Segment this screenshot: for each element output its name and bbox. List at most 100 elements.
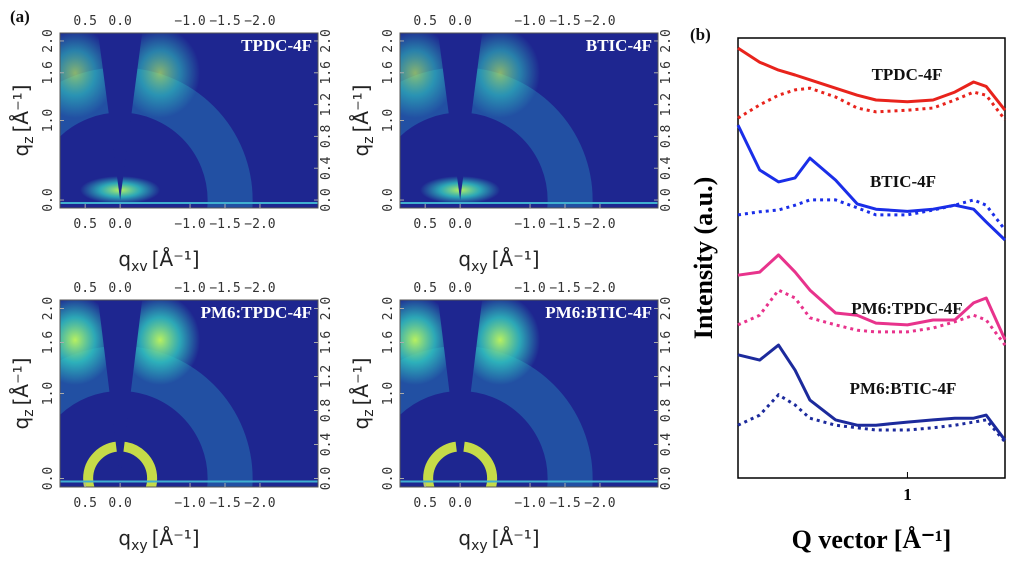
- y-tick-label: 1.0: [41, 382, 56, 405]
- y2-tick-label: 0.4: [659, 156, 674, 180]
- x-tick-label: −1.0: [514, 14, 545, 29]
- y-tick-label: 1.6: [381, 331, 396, 354]
- spot: [120, 33, 201, 118]
- x-tick-label: −1.5: [549, 496, 580, 511]
- y2-tick-label: 1.6: [319, 331, 334, 354]
- y2-tick-label: 1.2: [659, 365, 674, 388]
- x-tick-label: −1.5: [549, 281, 580, 296]
- profile-line-dotted: [737, 86, 1007, 121]
- profile-line-dotted: [737, 288, 1007, 346]
- axis-label-unit: [Å⁻¹]: [9, 85, 33, 133]
- x-tick-label: 0.5: [73, 217, 96, 232]
- y-tick-label: 0.0: [41, 188, 56, 211]
- x-axis-label: Q vector [Å⁻¹]: [792, 525, 952, 554]
- y-tick-label: 1.0: [41, 109, 56, 132]
- x-tick-label: 1: [903, 485, 912, 504]
- axis-label-unit: [Å⁻¹]: [152, 526, 200, 550]
- scattering: [60, 33, 318, 208]
- y-tick-label: 1.6: [381, 61, 396, 84]
- profile-line: [737, 253, 1007, 341]
- axis-label-unit: [Å⁻¹]: [152, 247, 200, 271]
- y-tick-label: 0.0: [41, 467, 56, 490]
- axis-label-base: q: [349, 144, 373, 157]
- y2-tick-label: 0.0: [319, 188, 334, 211]
- panel-title: PM6:TPDC-4F: [201, 303, 312, 322]
- axis-label: qz [Å⁻¹]: [349, 85, 377, 157]
- x-tick-label: 0.0: [448, 217, 471, 232]
- spot: [460, 300, 541, 385]
- panel-title: BTIC-4F: [586, 36, 652, 55]
- y2-tick-label: 2.0: [319, 297, 334, 320]
- wedge: [98, 33, 143, 201]
- axis-label-base: q: [349, 417, 373, 430]
- y2-tick-label: 2.0: [319, 29, 334, 52]
- axis-label-unit: [Å⁻¹]: [492, 526, 540, 550]
- x-tick-label: 0.0: [108, 496, 131, 511]
- y-tick-label: 1.0: [381, 109, 396, 132]
- x-tick-label: −1.5: [209, 281, 240, 296]
- x-tick-label: −2.0: [244, 281, 275, 296]
- x-tick-label: −1.5: [549, 14, 580, 29]
- axis-label-base: q: [9, 417, 33, 430]
- axis-label-unit: [Å⁻¹]: [9, 358, 33, 406]
- axis-label-sub: z: [21, 136, 37, 143]
- x-tick-label: −2.0: [584, 14, 615, 29]
- axis-label-sub: xy: [131, 538, 148, 554]
- x-tick-label: 0.5: [73, 281, 96, 296]
- wedge: [438, 33, 483, 201]
- axis-label-unit: [Å⁻¹]: [349, 358, 373, 406]
- y2-tick-label: 0.4: [319, 433, 334, 457]
- y2-tick-label: 0.8: [659, 399, 674, 422]
- axis-label-sub: z: [361, 409, 377, 416]
- axis-label-base: q: [118, 526, 131, 550]
- y2-tick-label: 1.6: [659, 61, 674, 84]
- profile-line: [736, 124, 1007, 242]
- panel-label: (a): [10, 7, 30, 26]
- scattering: [400, 33, 658, 208]
- x-tick-label: 0.0: [108, 217, 131, 232]
- scattering: [400, 300, 658, 487]
- y2-tick-label: 0.0: [659, 188, 674, 211]
- x-tick-label: 0.5: [413, 217, 436, 232]
- spot: [460, 33, 541, 118]
- y2-tick-label: 0.8: [319, 125, 334, 148]
- y-tick-label: 1.6: [41, 61, 56, 84]
- axis-label: qz [Å⁻¹]: [9, 358, 37, 430]
- series-label: TPDC-4F: [872, 65, 943, 84]
- x-tick-label: 0.5: [73, 496, 96, 511]
- x-tick-label: 0.0: [448, 496, 471, 511]
- y-tick-label: 2.0: [41, 297, 56, 320]
- axis-label: qxy [Å⁻¹]: [458, 526, 539, 554]
- y2-tick-label: 0.4: [659, 433, 674, 457]
- panel-title: TPDC-4F: [241, 36, 312, 55]
- axis-label-base: q: [118, 247, 131, 271]
- x-tick-label: −2.0: [244, 496, 275, 511]
- y2-tick-label: 0.8: [319, 399, 334, 422]
- x-tick-label: −1.5: [209, 496, 240, 511]
- x-tick-label: −1.5: [209, 14, 240, 29]
- spot: [120, 300, 201, 385]
- x-tick-label: −2.0: [584, 217, 615, 232]
- series-label: BTIC-4F: [870, 172, 936, 191]
- axis-label-sub: xv: [131, 259, 148, 275]
- x-tick-label: 0.5: [413, 281, 436, 296]
- x-tick-label: −1.0: [174, 281, 205, 296]
- axis-label-base: q: [9, 144, 33, 157]
- x-tick-label: −2.0: [244, 14, 275, 29]
- y-axis-label: Intensity (a.u.): [689, 177, 718, 340]
- axis-label: qz [Å⁻¹]: [9, 85, 37, 157]
- y-tick-label: 0.0: [381, 188, 396, 211]
- profile-line-dotted: [737, 198, 1007, 231]
- x-tick-label: −1.0: [174, 217, 205, 232]
- y-tick-label: 0.0: [381, 467, 396, 490]
- plot-frame: [737, 37, 1006, 479]
- x-tick-label: 0.0: [108, 14, 131, 29]
- x-tick-label: −2.0: [584, 496, 615, 511]
- y2-tick-label: 1.2: [319, 93, 334, 116]
- panel-title: PM6:BTIC-4F: [545, 303, 652, 322]
- y2-tick-label: 0.8: [659, 125, 674, 148]
- x-tick-label: 0.5: [73, 14, 96, 29]
- scattering: [60, 300, 318, 487]
- x-tick-label: −1.0: [514, 217, 545, 232]
- y2-tick-label: 1.2: [319, 365, 334, 388]
